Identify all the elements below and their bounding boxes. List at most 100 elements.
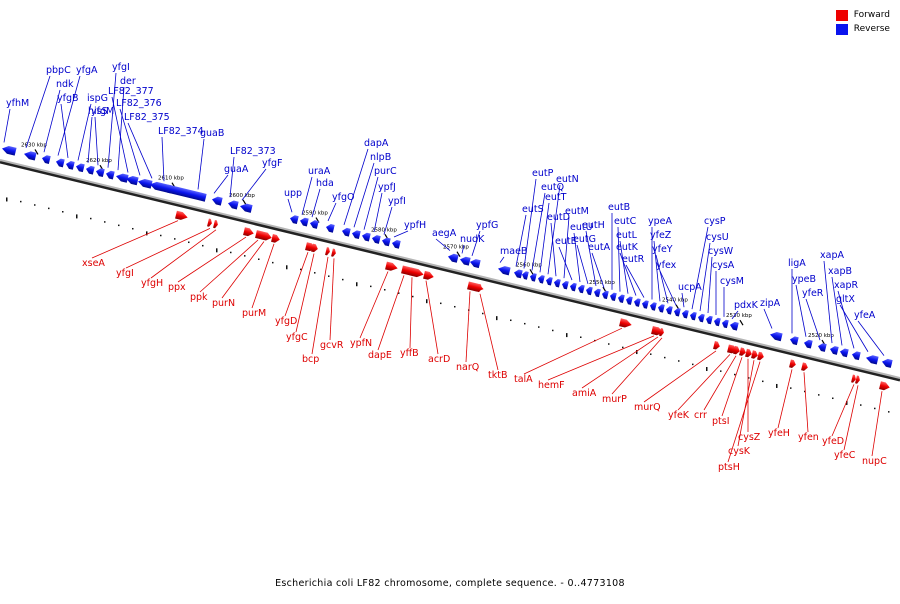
gene-arrow-forward	[855, 375, 860, 384]
gene-leader-line	[91, 220, 179, 259]
gene-arrow-forward	[659, 327, 664, 337]
gene-leader-line	[359, 271, 389, 339]
gene-leader-line	[284, 251, 309, 317]
gene-leader-line	[625, 264, 645, 298]
gene-label-forward: tktB	[488, 370, 507, 381]
axis-dot	[34, 204, 36, 206]
gene-leader-line	[311, 256, 329, 355]
axis-dot	[160, 234, 162, 237]
gene-leader-line	[531, 192, 546, 271]
gene-leader-line	[659, 270, 677, 306]
axis-dot	[454, 305, 456, 308]
gene-leader-line	[839, 304, 869, 352]
gene-label-reverse: eutU	[570, 222, 593, 233]
gene-arrow-reverse	[96, 168, 105, 178]
gene-leader-line	[707, 256, 713, 314]
gene-arrow-forward	[733, 345, 740, 355]
axis-dot	[76, 214, 78, 219]
axis-dot	[6, 197, 8, 202]
gene-label-reverse: cysW	[708, 246, 734, 257]
gene-arrow-forward	[331, 248, 336, 257]
kbp-tick-mark	[34, 149, 39, 155]
kbp-tick-label: 2590 kbp	[302, 211, 328, 217]
gene-label-forward: ptsH	[718, 462, 740, 473]
legend: Forward Reverse	[835, 8, 890, 36]
gene-label-forward: purM	[242, 308, 266, 319]
axis-dot	[790, 387, 792, 389]
gene-leader-line	[409, 277, 413, 349]
kbp-tick-label: 2600 kbp	[229, 193, 255, 199]
gene-leader-line	[127, 122, 153, 179]
gene-arrow-forward	[851, 374, 856, 383]
gene-label-reverse: ypeA	[648, 216, 672, 227]
gene-arrow-reverse	[126, 176, 139, 186]
gene-label-forward: dapE	[368, 350, 392, 361]
gene-label-reverse: yfeA	[854, 310, 876, 321]
kbp-tick-label: 2580 kbp	[371, 227, 397, 233]
gene-leader-line	[373, 192, 383, 233]
gene-label-reverse: purC	[374, 166, 397, 177]
gene-arrow-reverse	[690, 311, 697, 321]
gene-leader-line	[837, 290, 855, 349]
gene-label-forward: ppx	[168, 282, 186, 293]
gene-leader-line	[393, 230, 409, 238]
gene-label-reverse: eutS	[522, 204, 544, 215]
axis-dot	[342, 278, 344, 281]
gene-arrow-forward	[745, 348, 752, 358]
axis-dot	[580, 336, 582, 338]
gene-arrow-reverse	[610, 292, 617, 302]
axis-dot	[496, 316, 498, 321]
gene-label-forward: ptsI	[712, 416, 730, 427]
legend-reverse-label: Reverse	[853, 24, 890, 34]
gene-leader-line	[161, 136, 165, 182]
gene-label-reverse: yfex	[656, 260, 677, 271]
gene-label-forward: xseA	[82, 258, 105, 269]
gene-arrow-reverse	[300, 217, 309, 227]
gene-label-forward: murQ	[634, 402, 661, 413]
gene-arrow-reverse	[498, 266, 511, 276]
gene-leader-line	[677, 354, 731, 411]
gene-arrow-reverse	[730, 321, 739, 331]
gene-leader-line	[871, 391, 883, 457]
gene-label-reverse: hisS	[88, 106, 108, 117]
gene-label-forward: yfgH	[141, 278, 163, 289]
gene-leader-line	[831, 384, 855, 437]
gene-arrow-reverse	[882, 358, 893, 368]
axis-dot	[538, 326, 540, 328]
gene-label-reverse: ypeB	[792, 274, 816, 285]
gene-label-reverse: LF82_377	[108, 86, 154, 97]
gene-leader-line	[221, 241, 265, 299]
gene-arrow-reverse	[682, 310, 689, 319]
axis-dot	[272, 261, 274, 264]
gene-leader-line	[197, 138, 205, 190]
axis-dot	[216, 248, 218, 253]
gene-leader-line	[125, 228, 211, 269]
gene-arrow-reverse	[342, 227, 351, 237]
gene-label-reverse: eutR	[622, 254, 645, 265]
gene-label-reverse: ndk	[56, 79, 74, 90]
gene-arrow-reverse	[392, 240, 401, 249]
gene-leader-line	[60, 103, 69, 159]
gene-arrow-forward	[385, 261, 398, 271]
gene-arrow-forward	[409, 267, 424, 278]
axis-dot	[426, 299, 428, 304]
gene-leader-line	[523, 327, 623, 375]
gene-arrow-forward	[207, 218, 212, 227]
gene-leader-line	[471, 230, 481, 256]
axis-dot	[678, 360, 680, 362]
axis-dot	[398, 292, 400, 294]
gene-arrow-reverse	[790, 336, 799, 346]
axis-dot	[118, 224, 120, 227]
axis-dot	[286, 265, 288, 270]
gene-label-reverse: yfgF	[262, 158, 282, 169]
gene-leader-line	[547, 335, 655, 381]
gene-label-forward: talA	[514, 374, 533, 385]
gene-label-reverse: LF82_373	[230, 146, 276, 157]
gene-label-forward: yfeD	[822, 436, 844, 447]
gene-label-reverse: eutK	[616, 242, 639, 253]
gene-label-reverse: nudK	[460, 234, 485, 245]
axis-dot	[328, 275, 330, 277]
gene-leader-line	[57, 75, 81, 156]
gene-label-reverse: cysM	[720, 276, 744, 287]
